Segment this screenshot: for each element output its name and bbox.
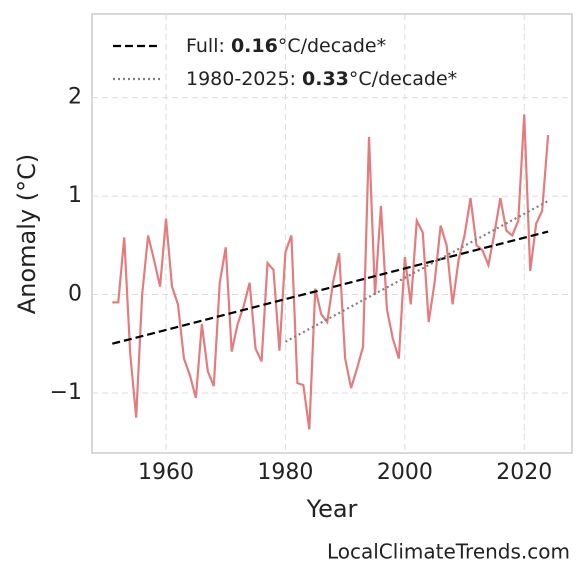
y-tick-label: 1 (68, 183, 82, 208)
legend-label: 1980-2025: 0.33°C/decade* (186, 68, 457, 90)
legend-label-part: 1980-2025: (186, 68, 302, 90)
legend-label-part: 0.16 (231, 35, 278, 57)
plot-frame (91, 13, 573, 454)
y-axis-label: Anomaly (°C) (13, 154, 41, 314)
x-axis-label: Year (306, 495, 358, 523)
x-tick-label: 2000 (377, 460, 433, 485)
y-tick-label: 0 (68, 282, 82, 307)
legend-label-part: °C/decade* (278, 35, 386, 57)
series-line (112, 114, 550, 430)
x-tick-label: 1980 (257, 460, 313, 485)
y-tick-label: −1 (50, 380, 82, 405)
x-tick-label: 2020 (496, 460, 552, 485)
y-tick-label: 2 (68, 85, 82, 110)
legend-label-part: 0.33 (302, 68, 349, 90)
legend-label-part: °C/decade* (349, 68, 457, 90)
watermark: LocalClimateTrends.com (327, 540, 570, 564)
x-tick-label: 1960 (138, 460, 194, 485)
legend-label: Full: 0.16°C/decade* (186, 35, 386, 57)
series-line (112, 230, 549, 345)
legend-label-part: Full: (186, 35, 231, 57)
